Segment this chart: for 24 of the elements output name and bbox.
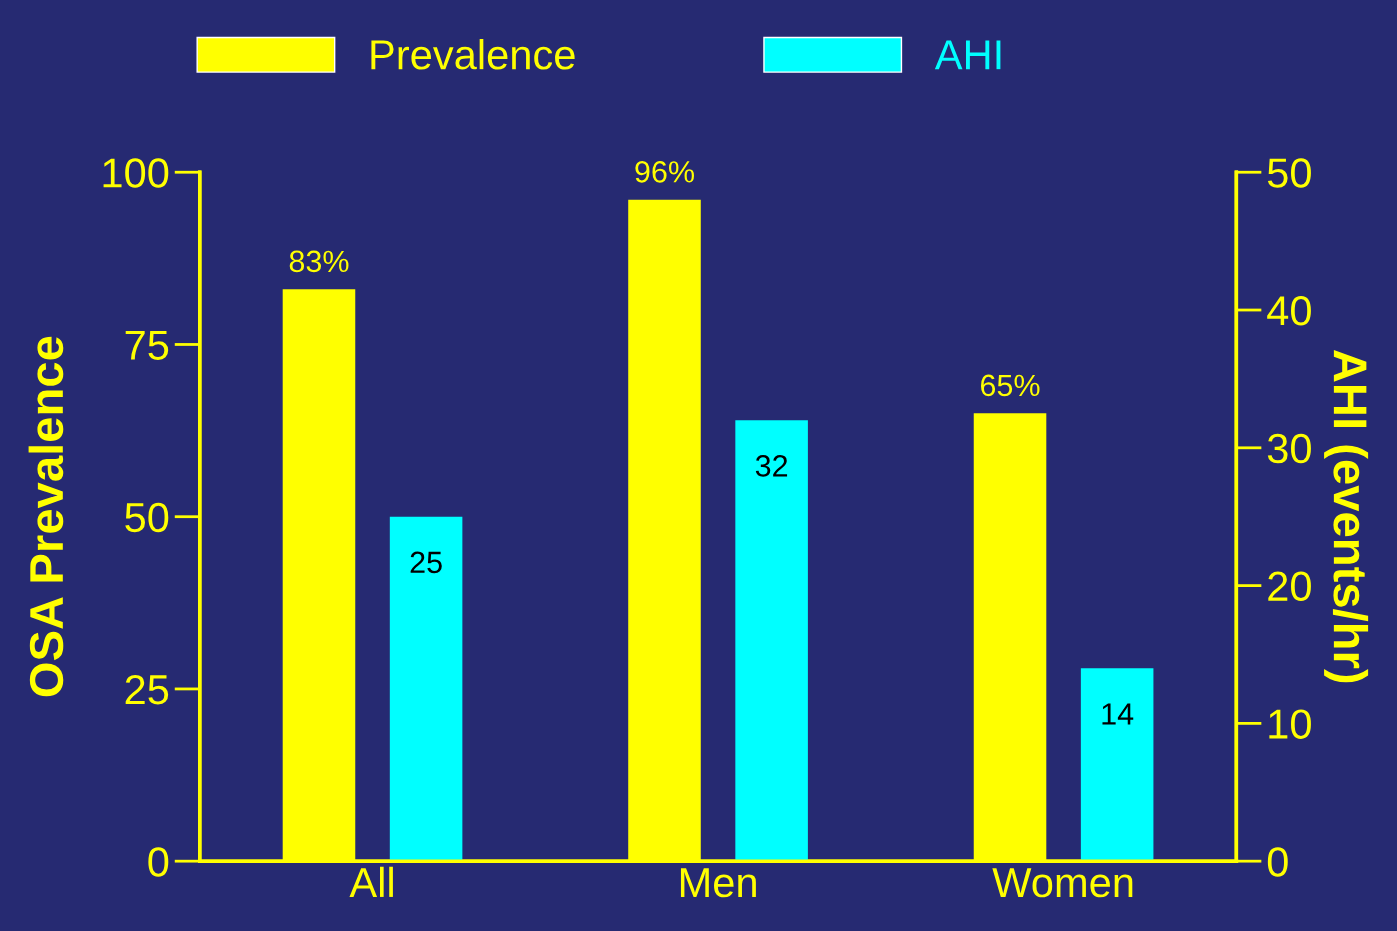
data-label: 32 [755,455,788,477]
y-tick-label: 25 [125,674,169,705]
x-tick-label: All [349,866,393,897]
y2-tick-label: 20 [1268,571,1311,602]
y2-tick-label: 0 [1267,847,1288,877]
y-tick-label: 0 [148,847,169,877]
y2-tick-label: 30 [1267,433,1311,464]
x-tick-label: Men [680,868,756,898]
y2-tick-label: 10 [1269,709,1311,739]
data-label: 83% [289,250,349,273]
data-label: 25 [410,551,442,574]
y2-tick-label: 40 [1267,296,1311,326]
data-label: 14 [1102,703,1134,725]
legend-label: AHI [934,40,1001,70]
y2-axis-title: AHI (events/hr) [1324,349,1369,683]
data-label: 65% [981,374,1040,397]
data-label: 96% [635,161,694,183]
legend-label: Prevalence [371,38,575,70]
x-tick-label: Women [992,868,1133,898]
y-tick-label: 100 [103,158,169,188]
y-axis-title: OSA Prevalence [28,336,64,697]
y2-tick-label: 50 [1267,158,1311,188]
y-tick-label: 50 [125,502,169,533]
y-tick-label: 75 [125,330,169,360]
